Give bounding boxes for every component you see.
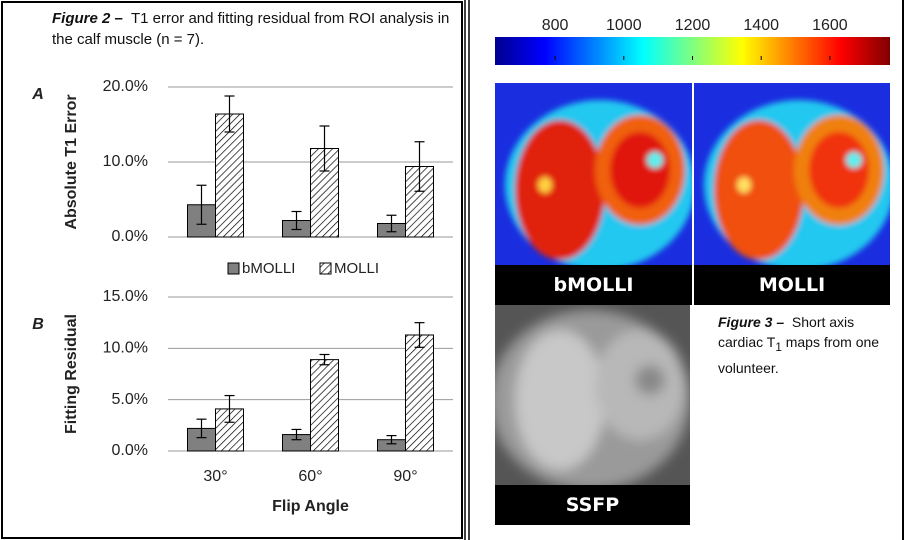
figure2-caption: Figure 2 – T1 error and fitting residual… (52, 8, 457, 50)
caption-label: Figure 3 – (718, 314, 784, 330)
x-tick-label: 30° (203, 468, 227, 485)
y-tick-label: 5.0% (112, 391, 148, 408)
y-axis-title: Absolute T1 Error (63, 94, 80, 229)
figure3-caption: Figure 3 – Short axis cardiac T1 maps fr… (718, 312, 898, 378)
bar (406, 335, 434, 451)
x-tick-label: 60° (298, 468, 322, 485)
y-tick-label: 0.0% (112, 228, 148, 245)
panel-letter: A (31, 86, 44, 103)
y-tick-label: 10.0% (103, 340, 148, 357)
colorbar-tick-label: 1600 (812, 17, 848, 34)
caption-label: Figure 2 – (52, 10, 123, 27)
legend-swatch (228, 263, 239, 274)
colorbar-tick-label: 1000 (606, 17, 642, 34)
colorbar-tick-label: 800 (542, 17, 569, 34)
y-tick-label: 0.0% (112, 442, 148, 459)
y-tick-label: 10.0% (103, 153, 148, 170)
ssfp-label: SSFP (495, 485, 690, 525)
t1-map-molli (694, 83, 894, 270)
colorbar-tick-label: 1400 (743, 17, 779, 34)
y-tick-label: 20.0% (103, 78, 148, 95)
map-label: MOLLI (694, 265, 890, 305)
colorbar (495, 37, 890, 65)
x-axis-title: Flip Angle (272, 498, 349, 515)
caption-sub: 1 (775, 341, 781, 354)
ssfp-image (490, 305, 690, 490)
map-label: bMOLLI (495, 265, 692, 305)
legend-label: MOLLI (334, 260, 379, 277)
t1-map-bmolli (495, 83, 695, 270)
bar (311, 360, 339, 451)
legend-swatch (320, 263, 331, 274)
page: 800 1000 1200 1400 1600 A Absolute T1 Error 0.0… (0, 0, 905, 540)
panel-letter: B (32, 316, 44, 333)
y-tick-label: 15.0% (103, 288, 148, 305)
colorbar-tick-label: 1200 (675, 17, 711, 34)
x-tick-label: 90° (393, 468, 417, 485)
legend-label: bMOLLI (242, 260, 295, 277)
y-axis-title: Fitting Residual (63, 314, 80, 434)
